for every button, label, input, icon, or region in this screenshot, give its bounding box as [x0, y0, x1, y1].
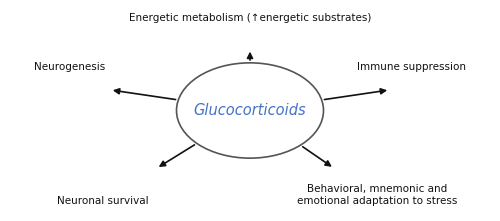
Text: Glucocorticoids: Glucocorticoids [194, 103, 306, 118]
Text: Behavioral, mnemonic and
emotional adaptation to stress: Behavioral, mnemonic and emotional adapt… [297, 184, 458, 206]
Text: Neurogenesis: Neurogenesis [34, 62, 106, 72]
Text: Immune suppression: Immune suppression [356, 62, 466, 72]
Text: Neuronal survival: Neuronal survival [57, 196, 149, 206]
Text: Energetic metabolism (↑energetic substrates): Energetic metabolism (↑energetic substra… [129, 13, 371, 23]
